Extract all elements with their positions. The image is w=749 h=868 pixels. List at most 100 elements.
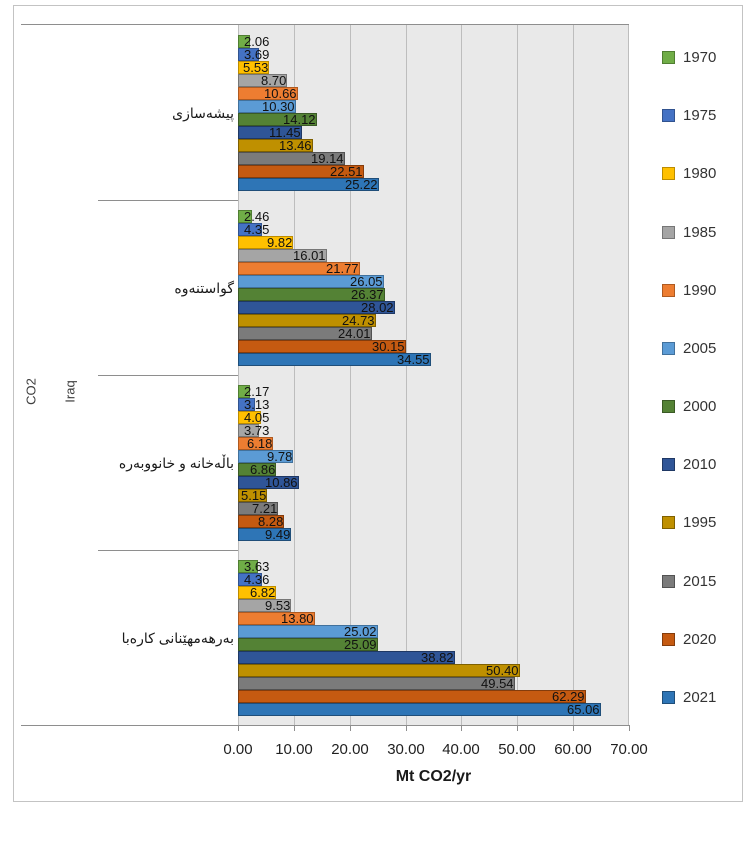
bar-1995 xyxy=(238,313,377,327)
legend-item-2020: 2020 xyxy=(662,631,740,648)
bar-row: 25.02 xyxy=(238,623,629,639)
bar-1970 xyxy=(238,559,259,573)
bar-1995 xyxy=(238,488,267,502)
bar-row: 9.53 xyxy=(238,598,629,612)
bar-2010 xyxy=(238,650,455,664)
bar-value-label: 3.13 xyxy=(244,396,270,412)
bar-2021 xyxy=(238,177,379,191)
bar-row: 5.53 xyxy=(238,60,629,74)
bar-row: 13.80 xyxy=(238,611,629,625)
bar-value-label: 5.15 xyxy=(241,487,267,503)
bar-1995 xyxy=(238,138,314,152)
bar-row: 19.14 xyxy=(238,151,629,165)
legend-label: 1995 xyxy=(683,514,717,532)
gridline xyxy=(628,25,629,725)
bar-value-label: 3.63 xyxy=(244,558,270,574)
category-label: بەرهەمهێنانی کارەبا xyxy=(121,630,234,646)
bar-value-label: 25.22 xyxy=(345,176,378,192)
bar-value-label: 38.82 xyxy=(421,649,454,665)
bar-1970 xyxy=(238,384,251,398)
bar-1975 xyxy=(238,572,263,586)
bar-value-label: 7.21 xyxy=(252,500,278,516)
legend-item-2021: 2021 xyxy=(662,689,740,706)
legend-item-2015: 2015 xyxy=(662,573,740,590)
legend-swatch-icon xyxy=(662,574,675,588)
bar-row: 38.82 xyxy=(238,649,629,665)
bar-row: 34.55 xyxy=(238,352,629,366)
bar-group: 3.63 4.36 6.82 9.53 13.80 25.02 25.09 38.82 50.4… xyxy=(238,550,629,725)
bar-2010 xyxy=(238,300,395,314)
legend-swatch-icon xyxy=(662,109,675,123)
bar-value-label: 8.70 xyxy=(261,72,287,88)
legend-item-2005: 2005 xyxy=(662,340,740,357)
bar-value-label: 6.86 xyxy=(250,461,276,477)
bar-row: 10.30 xyxy=(238,99,629,113)
bar-2015 xyxy=(238,151,345,165)
bar-row: 6.18 xyxy=(238,435,629,451)
bar-row: 3.73 xyxy=(238,422,629,438)
bar-value-label: 3.73 xyxy=(244,422,270,438)
bar-row: 9.49 xyxy=(238,527,629,541)
category-label: پیشەسازی xyxy=(172,105,234,121)
bar-2000 xyxy=(238,462,277,476)
bar-value-label: 2.46 xyxy=(244,208,270,224)
bar-2020 xyxy=(238,514,285,528)
x-axis-tick-label: 20.00 xyxy=(331,741,369,758)
bar-value-label: 4.05 xyxy=(244,409,270,425)
bar-row: 2.17 xyxy=(238,384,629,398)
bar-value-label: 49.54 xyxy=(481,675,514,691)
bar-row: 25.09 xyxy=(238,637,629,651)
legend-item-2000: 2000 xyxy=(662,398,740,415)
bar-value-label: 26.37 xyxy=(351,286,384,302)
gridline xyxy=(461,25,462,725)
bar-row: 9.82 xyxy=(238,235,629,249)
legend-swatch-icon xyxy=(662,516,675,530)
bar-row: 26.05 xyxy=(238,273,629,289)
legend-item-1975: 1975 xyxy=(662,107,740,124)
bar-value-label: 16.01 xyxy=(293,247,326,263)
bar-row: 3.63 xyxy=(238,558,629,574)
legend-label: 2000 xyxy=(683,398,717,416)
bar-value-label: 6.82 xyxy=(250,584,276,600)
legend-item-1970: 1970 xyxy=(662,49,740,66)
bar-1985 xyxy=(238,73,287,87)
bar-value-label: 8.28 xyxy=(258,513,284,529)
bar-2000 xyxy=(238,112,317,126)
bar-value-label: 10.86 xyxy=(265,474,298,490)
category-separator xyxy=(98,200,238,201)
gridline xyxy=(406,25,407,725)
legend-swatch-icon xyxy=(662,690,675,704)
bar-value-label: 21.77 xyxy=(326,260,359,276)
category-axis: CO2 Iraq پیشەسازی گواستنەوە باڵەخانە و خان… xyxy=(21,24,238,726)
bar-1975 xyxy=(238,222,263,236)
bar-value-label: 26.05 xyxy=(350,273,383,289)
bar-value-label: 6.18 xyxy=(247,435,273,451)
bar-row: 28.02 xyxy=(238,300,629,314)
gridline xyxy=(517,25,518,725)
bar-row: 2.46 xyxy=(238,208,629,224)
bar-value-label: 25.02 xyxy=(344,623,377,639)
bar-2021 xyxy=(238,702,602,716)
bar-1980 xyxy=(238,60,269,74)
bar-row: 21.77 xyxy=(238,260,629,276)
bar-2015 xyxy=(238,501,279,515)
bar-2000 xyxy=(238,287,386,301)
category-separator xyxy=(98,375,238,376)
bar-row: 65.06 xyxy=(238,702,629,716)
bar-value-label: 13.46 xyxy=(279,137,312,153)
bar-value-label: 24.01 xyxy=(338,325,371,341)
bar-row: 7.21 xyxy=(238,500,629,516)
bar-group: 2.17 3.13 4.05 3.73 6.18 9.78 6.86 10.86 5.15 7.2… xyxy=(238,375,629,550)
bar-row: 2.06 xyxy=(238,34,629,48)
category-label: گواستنەوە xyxy=(174,280,234,296)
bar-1985 xyxy=(238,248,328,262)
legend-swatch-icon xyxy=(662,632,675,646)
bar-2000 xyxy=(238,637,379,651)
bar-row: 5.15 xyxy=(238,487,629,503)
legend-item-1980: 1980 xyxy=(662,165,740,182)
bar-row: 6.86 xyxy=(238,461,629,477)
legend-swatch-icon xyxy=(662,458,675,472)
plot-area: 2.06 3.69 5.53 8.70 10.66 10.30 14.12 11.45 13.4… xyxy=(238,24,629,726)
bar-row: 4.35 xyxy=(238,222,629,236)
bar-1980 xyxy=(238,235,293,249)
